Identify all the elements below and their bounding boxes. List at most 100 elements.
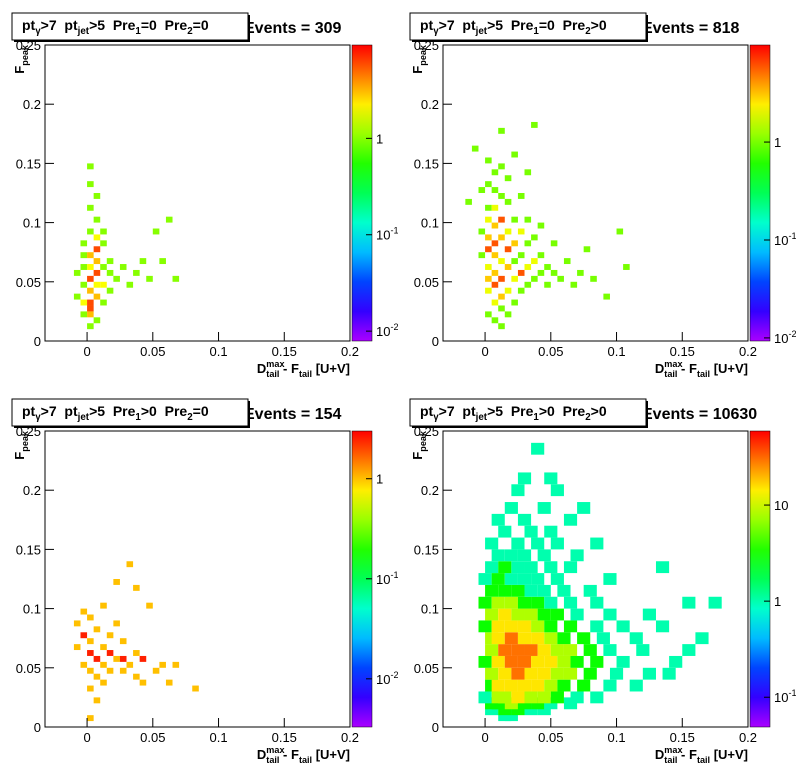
cell bbox=[511, 299, 518, 306]
cell bbox=[531, 121, 538, 128]
x-tick-label: 0 bbox=[83, 344, 90, 359]
frame-background bbox=[443, 45, 748, 341]
cell bbox=[531, 679, 545, 692]
tick-text: 1 bbox=[376, 131, 383, 146]
x-tick-label: 0 bbox=[481, 730, 488, 745]
subscript: 2 bbox=[585, 412, 591, 423]
cell bbox=[517, 620, 532, 633]
text-part: F bbox=[12, 66, 27, 74]
cell bbox=[491, 573, 505, 585]
cell bbox=[504, 632, 518, 645]
cell bbox=[511, 667, 525, 680]
cell bbox=[616, 655, 630, 668]
cell bbox=[504, 655, 518, 668]
cell bbox=[537, 584, 551, 597]
cell bbox=[603, 573, 617, 585]
x-axis-label: Dmax tail - Ftail [U+V] bbox=[655, 359, 748, 379]
y-tick-label: 0.05 bbox=[16, 661, 41, 676]
cell bbox=[550, 537, 564, 550]
cell bbox=[636, 644, 650, 656]
text-part: - F bbox=[677, 747, 697, 762]
cell bbox=[544, 655, 558, 668]
cell bbox=[531, 234, 538, 241]
cell bbox=[577, 269, 584, 276]
cell bbox=[139, 258, 147, 265]
cell bbox=[537, 549, 551, 562]
cell bbox=[93, 258, 101, 265]
cell bbox=[524, 169, 532, 176]
cell bbox=[93, 655, 101, 662]
x-axis-label: Dmax tail - Ftail [U+V] bbox=[257, 359, 350, 379]
subscript: peak bbox=[20, 44, 30, 66]
x-tick-label: 0.15 bbox=[670, 344, 695, 359]
cell bbox=[485, 157, 492, 164]
cell bbox=[485, 287, 492, 294]
cell bbox=[80, 281, 88, 288]
x-tick-label: 0.05 bbox=[538, 344, 563, 359]
cell bbox=[159, 661, 166, 668]
cell bbox=[603, 293, 610, 300]
subscript: 2 bbox=[187, 412, 193, 423]
text-part: F bbox=[410, 452, 425, 460]
cell bbox=[504, 228, 512, 235]
cell bbox=[590, 537, 604, 550]
cell bbox=[557, 655, 571, 668]
cell bbox=[491, 679, 505, 692]
frame bbox=[442, 430, 749, 728]
subscript: tail bbox=[266, 369, 279, 379]
subscript: peak bbox=[418, 430, 428, 452]
y-tick-label: 0.05 bbox=[414, 275, 439, 290]
subscript: tail bbox=[299, 369, 312, 379]
cell bbox=[93, 281, 101, 288]
cell bbox=[133, 673, 140, 680]
cell bbox=[485, 703, 499, 716]
cell bbox=[590, 596, 604, 609]
cell bbox=[87, 163, 94, 170]
cell bbox=[603, 679, 617, 692]
y-axis-label: Fpeak bbox=[12, 44, 30, 74]
cell bbox=[126, 561, 134, 568]
cell bbox=[498, 127, 505, 134]
cell bbox=[87, 323, 94, 330]
text-part: >5 Pre bbox=[89, 403, 136, 419]
subscript: 2 bbox=[187, 26, 193, 37]
text-part: >7 pt bbox=[41, 403, 78, 419]
color-bar-label: 10 bbox=[774, 498, 788, 513]
cell bbox=[93, 317, 101, 324]
frame bbox=[44, 44, 351, 342]
cell bbox=[93, 293, 101, 300]
cell bbox=[491, 187, 499, 193]
cell bbox=[655, 561, 670, 574]
cell bbox=[504, 596, 518, 609]
cell bbox=[100, 281, 107, 288]
tick-base: 10 bbox=[376, 572, 390, 587]
cell bbox=[616, 228, 624, 235]
cell bbox=[146, 602, 153, 609]
cell bbox=[517, 269, 525, 276]
title-box bbox=[409, 398, 647, 427]
cell bbox=[87, 638, 94, 645]
cell bbox=[146, 275, 153, 282]
cell bbox=[504, 246, 512, 253]
cell bbox=[471, 145, 479, 152]
cell bbox=[106, 287, 114, 294]
cell bbox=[550, 484, 564, 497]
y-tick-label: 0.1 bbox=[421, 602, 439, 617]
cell bbox=[629, 632, 643, 645]
tick-base: 10 bbox=[774, 690, 788, 705]
cell bbox=[504, 287, 512, 294]
cell bbox=[511, 644, 525, 656]
cell bbox=[563, 644, 578, 656]
y-axis-label: Fpeak bbox=[410, 44, 428, 74]
cell bbox=[504, 502, 518, 514]
cell bbox=[80, 299, 88, 306]
cell bbox=[478, 573, 492, 585]
cell bbox=[87, 275, 94, 282]
color-bar-label: 1 bbox=[774, 594, 781, 609]
color-bar bbox=[749, 430, 771, 728]
text-part: [U+V] bbox=[710, 747, 748, 762]
text-part: [U+V] bbox=[710, 361, 748, 376]
cell bbox=[498, 258, 505, 265]
